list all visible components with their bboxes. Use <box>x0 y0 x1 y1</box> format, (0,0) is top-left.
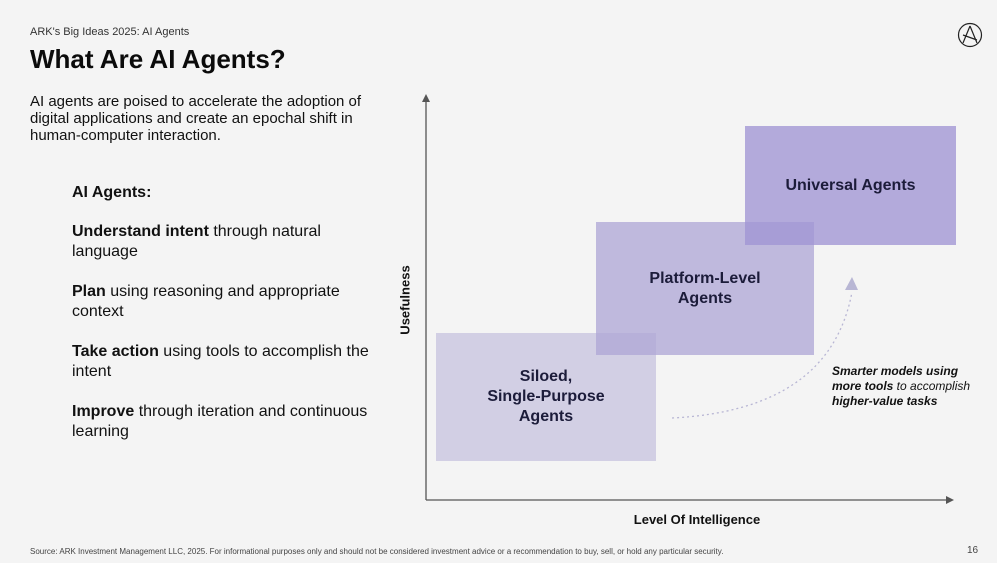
annotation-part: to accomplish <box>893 379 971 393</box>
capability-text: using tools to accomplish the intent <box>72 343 369 380</box>
source-footnote: Source: ARK Investment Management LLC, 2… <box>30 547 724 556</box>
growth-curve-arrow <box>671 291 853 419</box>
annotation-bold: higher-value tasks <box>832 394 938 408</box>
x-axis-label: Level Of Intelligence <box>633 512 761 527</box>
capability-bold: Improve <box>72 403 135 420</box>
capability-bold: Plan <box>72 283 106 300</box>
capability-item: Plan using reasoning and appropriate con… <box>72 282 372 322</box>
capability-item: Improve through iteration and continuous… <box>72 402 372 442</box>
siloed-agents-box: Siloed, Single-Purpose Agents <box>436 333 656 461</box>
universal-agents-label: Universal Agents <box>785 176 916 194</box>
capability-text: through natural language <box>72 223 321 260</box>
intro-text: AI agents are poised to accelerate the a… <box>30 93 362 144</box>
capability-text: through iteration and continuous learnin… <box>72 403 368 440</box>
ark-logo-icon <box>957 22 983 48</box>
annotation-part: Smarter models using <box>832 364 959 378</box>
capability-bold: Take action <box>72 343 159 360</box>
slide-title: What Are AI Agents? <box>30 44 286 74</box>
capabilities-heading: AI Agents: <box>72 184 152 201</box>
capability-item: Understand intent through natural langua… <box>72 222 372 262</box>
growth-annotation: Smarter models using more tools to accom… <box>832 364 972 409</box>
y-axis-arrowhead <box>422 94 430 102</box>
universal-agents-box: Universal Agents <box>745 126 956 245</box>
page-number: 16 <box>967 545 979 556</box>
capability-item: Take action using tools to accomplish th… <box>72 342 372 382</box>
platform-agents-label: Platform-Level Agents <box>649 269 761 307</box>
capability-bold: Understand intent <box>72 223 209 240</box>
growth-arrowhead <box>845 277 858 290</box>
x-axis-arrowhead <box>946 496 954 504</box>
siloed-agents-label: Siloed, Single-Purpose Agents <box>487 368 605 425</box>
agent-capabilities-list: AI Agents: Understand intent through nat… <box>72 184 372 462</box>
capability-text: using reasoning and appropriate context <box>72 283 340 320</box>
platform-agents-box: Platform-Level Agents <box>596 222 814 355</box>
y-axis-label: Usefulness <box>397 265 413 335</box>
annotation-bold: more tools <box>832 379 894 393</box>
slide-kicker: ARK's Big Ideas 2025: AI Agents <box>30 26 190 38</box>
